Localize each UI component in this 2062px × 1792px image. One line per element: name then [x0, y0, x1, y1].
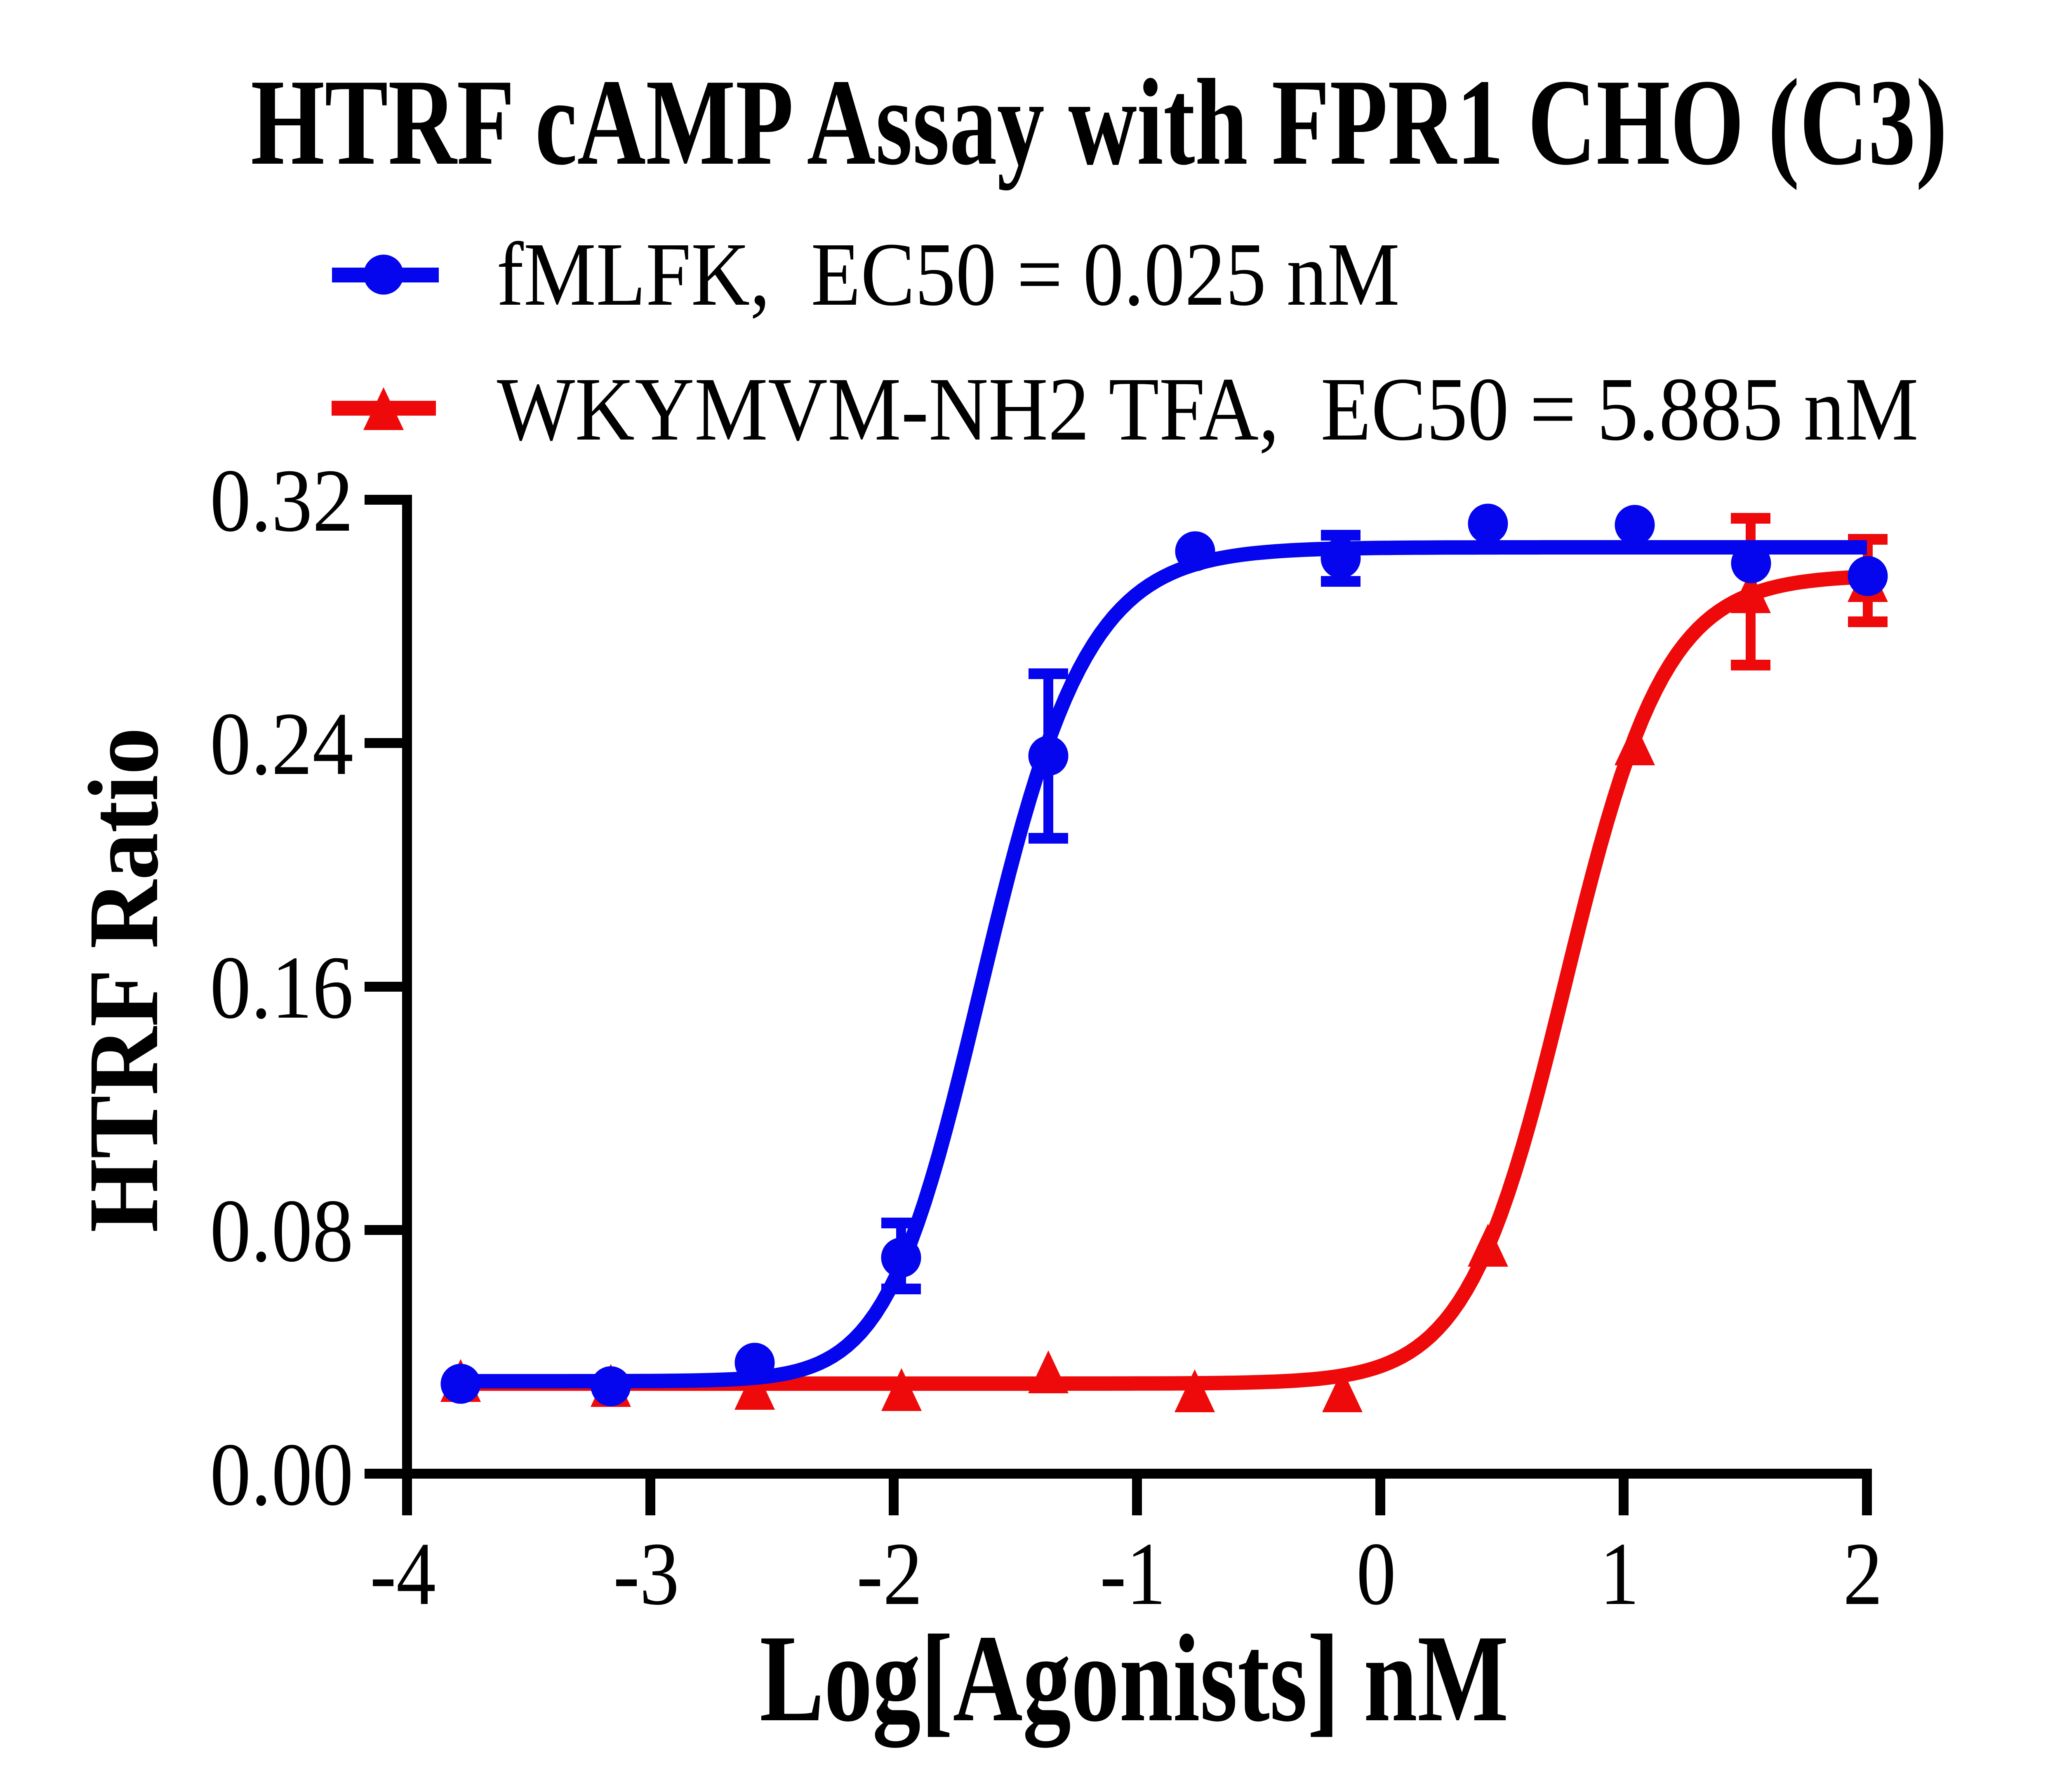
svg-text:0.16: 0.16: [210, 938, 353, 1037]
svg-text:-4: -4: [370, 1524, 436, 1624]
svg-text:0.00: 0.00: [210, 1425, 353, 1524]
svg-text:-1: -1: [1100, 1524, 1166, 1624]
svg-text:0.32: 0.32: [210, 451, 353, 550]
svg-text:0: 0: [1356, 1524, 1396, 1624]
svg-text:2: 2: [1843, 1524, 1883, 1624]
svg-text:HTRF Ratio: HTRF Ratio: [68, 727, 179, 1232]
svg-text:0.08: 0.08: [210, 1181, 353, 1281]
svg-text:Log[Agonists] nM: Log[Agonists] nM: [760, 1609, 1509, 1750]
svg-text:1: 1: [1600, 1524, 1639, 1624]
svg-text:-3: -3: [613, 1524, 679, 1624]
svg-text:0.24: 0.24: [210, 694, 353, 794]
svg-text:WKYMVM-NH2 TFA, EC50 = 5.885: WKYMVM-NH2 TFA, EC50 = 5.885 nM: [497, 359, 1918, 459]
svg-text:HTRF cAMP Assay with FPR1 CHO: HTRF cAMP Assay with FPR1 CHO (C3): [251, 54, 1947, 191]
svg-text:fMLFK, EC50 = 0.025 nM: fMLFK, EC50 = 0.025 nM: [497, 224, 1400, 325]
svg-text:-2: -2: [857, 1524, 923, 1624]
